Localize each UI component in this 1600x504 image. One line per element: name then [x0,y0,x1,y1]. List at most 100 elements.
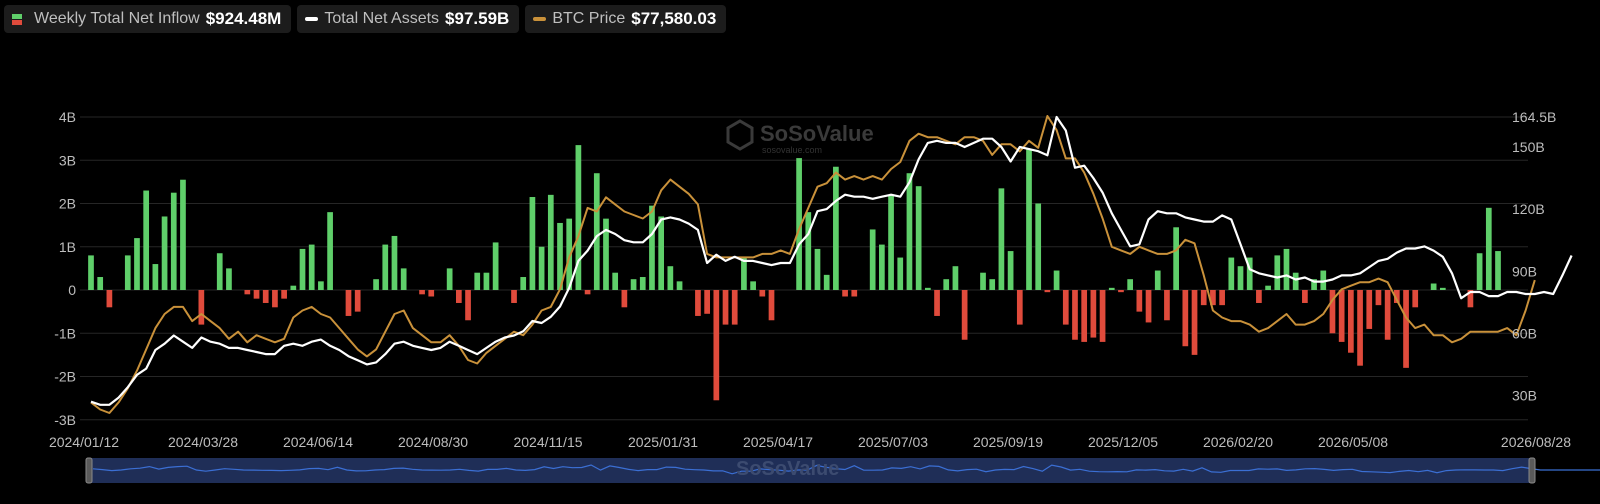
inflow-bar [124,255,131,290]
inflow-bar [1375,290,1382,306]
inflow-bar [593,173,600,290]
inflow-bar [446,268,453,291]
inflow-bar [170,192,177,290]
inflow-bar [557,222,563,290]
inflow-bar [1292,272,1299,290]
inflow-bar [1090,290,1097,338]
inflow-bar [1302,290,1308,303]
inflow-bar [272,290,278,308]
x-axis-tick-label: 2026/02/20 [1203,434,1273,450]
left-axis-tick-label: 0 [68,282,76,298]
x-axis-tick-label: 2025/01/31 [628,434,698,450]
inflow-bar [879,244,885,290]
inflow-bar [1311,279,1317,290]
inflow-bar [106,290,113,308]
left-axis-tick-label: -2B [54,369,76,385]
inflow-bar [253,290,260,299]
inflow-bar [722,290,729,325]
inflow-bar [695,290,701,316]
legend-item-assets[interactable]: Total Net Assets $97.59B [297,5,520,33]
inflow-bar [989,279,996,290]
inflow-bar [676,281,683,290]
inflow-bar [1366,290,1373,329]
legend-item-btc[interactable]: BTC Price $77,580.03 [525,5,727,33]
inflow-bar [943,279,950,290]
inflow-bar [474,272,481,290]
inflow-bar [1191,290,1198,355]
inflow-bar [1228,257,1235,290]
inflow-bar [373,279,379,290]
navigator-left-handle[interactable] [85,457,93,484]
inflow-bar [1026,149,1032,290]
inflow-bar [281,290,287,299]
right-axis-tick-label: 60B [1512,325,1537,341]
inflow-bar [1164,290,1170,321]
inflow-bar [1173,227,1179,290]
inflow-bar [492,242,499,290]
inflow-bar [1081,290,1088,342]
navigator-sparkline [92,464,1600,475]
inflow-bar [88,255,94,290]
inflow-bar [603,218,609,290]
inflow-bar [851,290,858,297]
inflow-bar [198,290,205,325]
inflow-bar [318,281,324,290]
inflow-bar [934,290,940,316]
grid-lines [80,116,1528,421]
inflow-bar [713,290,720,401]
inflow-bar [980,272,986,290]
legend-btc-value: $77,580.03 [631,9,717,28]
x-axis-tick-label: 2025/09/19 [973,434,1043,450]
inflow-bar [1320,270,1327,290]
inflow-bar [391,235,398,290]
left-axis-tick-label: 1B [59,239,76,255]
inflow-bar [382,244,389,290]
inflow-bar [1035,203,1042,290]
inflow-bar [1495,251,1501,290]
x-axis-tick-label: 2024/06/14 [283,434,353,450]
btc-price-line [90,115,1536,414]
inflow-bar [299,248,306,290]
x-axis-tick-label: 2024/08/30 [398,434,468,450]
inflow-bar [143,190,150,290]
inflow-bar [308,244,315,290]
legend-item-inflow[interactable]: Weekly Total Net Inflow $924.48M [4,5,292,33]
inflow-bar [658,216,665,290]
inflow-bar [354,290,361,312]
inflow-bar [1403,290,1409,368]
right-axis-tick-label: 150B [1512,139,1545,155]
inflow-bar [97,277,104,290]
range-navigator[interactable]: SoSoValue [85,457,1600,484]
left-axis-tick-label: -3B [54,412,76,428]
inflow-bar [1357,290,1363,366]
inflow-bar [833,166,839,290]
x-axis: 2024/01/12 2024/03/28 2024/06/14 2024/08/30… [49,434,1571,450]
x-axis-tick-label: 2026/05/08 [1318,434,1388,450]
inflow-bar [639,277,646,290]
navigator-right-handle[interactable] [1528,457,1536,484]
inflow-bar [1384,290,1391,340]
inflow-bar [180,179,186,290]
inflow-bar [345,290,352,316]
inflow-bar [1062,290,1069,325]
inflow-bar [741,257,747,290]
inflow-bar [327,212,333,290]
inflow-bar [152,264,159,290]
inflow-bar [667,266,674,290]
inflow-bar [906,173,913,290]
inflow-bar [1430,283,1437,290]
inflow-bar [1210,290,1216,306]
legend-btc-label: BTC Price [552,10,626,27]
left-axis: 4B 3B 2B 1B 0 -1B -2B -3B [54,109,76,428]
inflow-bar [814,248,821,290]
left-axis-tick-label: -1B [54,325,76,341]
inflow-bar [1348,290,1354,353]
inflow-bar [1108,287,1115,290]
inflow-bar [1007,251,1014,290]
inflow-bar [1485,207,1492,290]
series-lines [90,115,1573,414]
line-swatch-icon [305,17,319,21]
inflow-bar [924,287,931,290]
inflow-bar [649,205,655,290]
